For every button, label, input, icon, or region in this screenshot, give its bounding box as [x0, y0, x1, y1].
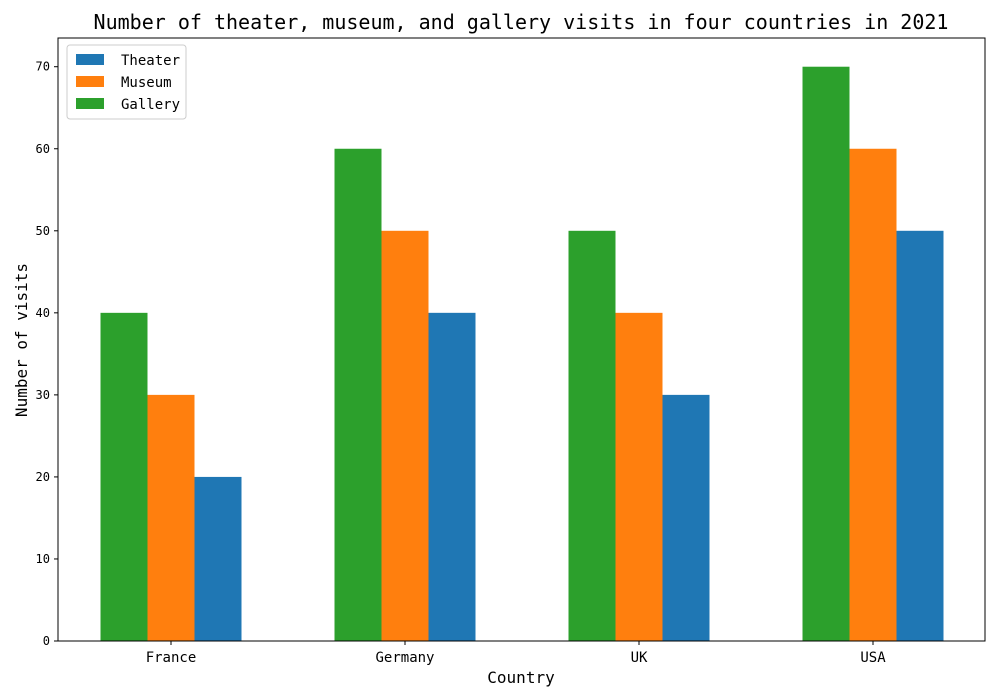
bar-museum-germany [381, 230, 429, 642]
bar-museum-france [147, 394, 195, 641]
y-tick-label: 70 [36, 60, 50, 74]
x-tick-label-usa: USA [860, 650, 886, 666]
bar-theater-uk [662, 394, 710, 641]
bar-museum-usa [849, 148, 897, 641]
y-tick-label: 20 [36, 470, 50, 484]
bar-theater-germany [428, 312, 476, 641]
bar-theater-usa [896, 230, 944, 642]
x-tick-label-uk: UK [631, 650, 648, 666]
x-tick-label-germany: Germany [375, 650, 434, 666]
bar-gallery-uk [568, 230, 616, 642]
y-tick-label: 40 [36, 306, 50, 320]
bar-gallery-france [100, 312, 148, 641]
chart-title: Number of theater, museum, and gallery v… [94, 10, 949, 34]
y-tick-label: 30 [36, 388, 50, 402]
bar-gallery-usa [802, 66, 850, 641]
legend-swatch-museum [76, 76, 104, 87]
y-tick-label: 0 [43, 634, 50, 648]
y-tick-label: 10 [36, 552, 50, 566]
y-axis-label: Number of visits [12, 263, 31, 417]
plot-frame [57, 37, 986, 642]
bar-gallery-germany [334, 148, 382, 641]
legend-label-gallery: Gallery [121, 97, 180, 113]
legend-label-museum: Museum [121, 75, 172, 91]
bar-theater-france [194, 476, 242, 641]
legend-swatch-theater [76, 54, 104, 65]
legend: Theater Museum Gallery [66, 44, 187, 120]
x-tick-label-france: France [146, 650, 197, 666]
legend-swatch-gallery [76, 98, 104, 109]
bars-layer [100, 66, 944, 642]
bar-museum-uk [615, 312, 663, 641]
y-tick-label: 60 [36, 142, 50, 156]
x-axis: France Germany UK USA [146, 641, 886, 666]
y-tick-label: 50 [36, 224, 50, 238]
x-axis-label: Country [487, 668, 555, 687]
legend-label-theater: Theater [121, 53, 180, 69]
y-axis: 0 10 20 30 40 50 60 70 [36, 60, 58, 648]
